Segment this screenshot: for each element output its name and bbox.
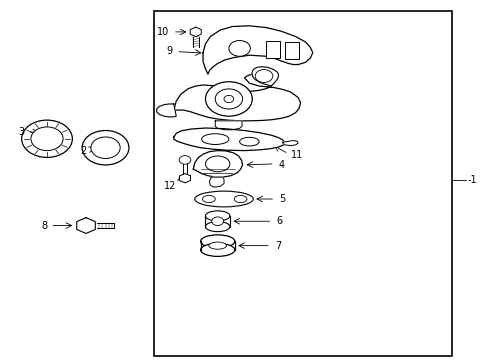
Polygon shape xyxy=(173,74,300,121)
Text: -1: -1 xyxy=(467,175,476,185)
Circle shape xyxy=(205,82,252,116)
Circle shape xyxy=(31,127,63,150)
Ellipse shape xyxy=(205,211,229,221)
Circle shape xyxy=(215,89,242,109)
Polygon shape xyxy=(157,104,176,117)
Text: 6: 6 xyxy=(276,216,282,226)
Text: 3: 3 xyxy=(18,127,24,136)
Polygon shape xyxy=(190,27,201,37)
Ellipse shape xyxy=(200,243,234,256)
Text: 9: 9 xyxy=(166,46,172,56)
Ellipse shape xyxy=(205,156,229,172)
Ellipse shape xyxy=(202,195,215,203)
Polygon shape xyxy=(193,150,242,177)
Circle shape xyxy=(211,217,223,226)
Text: 8: 8 xyxy=(41,221,47,231)
Text: 2: 2 xyxy=(80,145,86,156)
Ellipse shape xyxy=(208,242,226,249)
Ellipse shape xyxy=(91,137,120,158)
Polygon shape xyxy=(215,121,242,130)
Text: 12: 12 xyxy=(163,181,176,191)
Bar xyxy=(285,41,298,59)
Polygon shape xyxy=(173,128,284,150)
Ellipse shape xyxy=(239,137,259,146)
Circle shape xyxy=(224,95,233,103)
Text: 7: 7 xyxy=(274,240,281,251)
Text: 11: 11 xyxy=(290,150,303,160)
Bar xyxy=(154,12,451,356)
Ellipse shape xyxy=(234,195,246,203)
Text: 4: 4 xyxy=(278,159,284,170)
Circle shape xyxy=(255,69,272,82)
Polygon shape xyxy=(282,140,298,145)
Circle shape xyxy=(21,120,72,157)
Polygon shape xyxy=(77,218,95,233)
Ellipse shape xyxy=(205,222,229,231)
Ellipse shape xyxy=(194,191,253,207)
Polygon shape xyxy=(203,26,312,74)
Polygon shape xyxy=(209,177,224,187)
Polygon shape xyxy=(179,174,190,183)
Circle shape xyxy=(179,156,190,164)
Ellipse shape xyxy=(82,131,129,165)
Polygon shape xyxy=(251,67,278,86)
Ellipse shape xyxy=(201,134,228,144)
Bar xyxy=(266,41,280,58)
Text: 5: 5 xyxy=(279,194,285,204)
Ellipse shape xyxy=(200,235,234,248)
Text: 10: 10 xyxy=(156,27,168,37)
Circle shape xyxy=(228,41,250,56)
